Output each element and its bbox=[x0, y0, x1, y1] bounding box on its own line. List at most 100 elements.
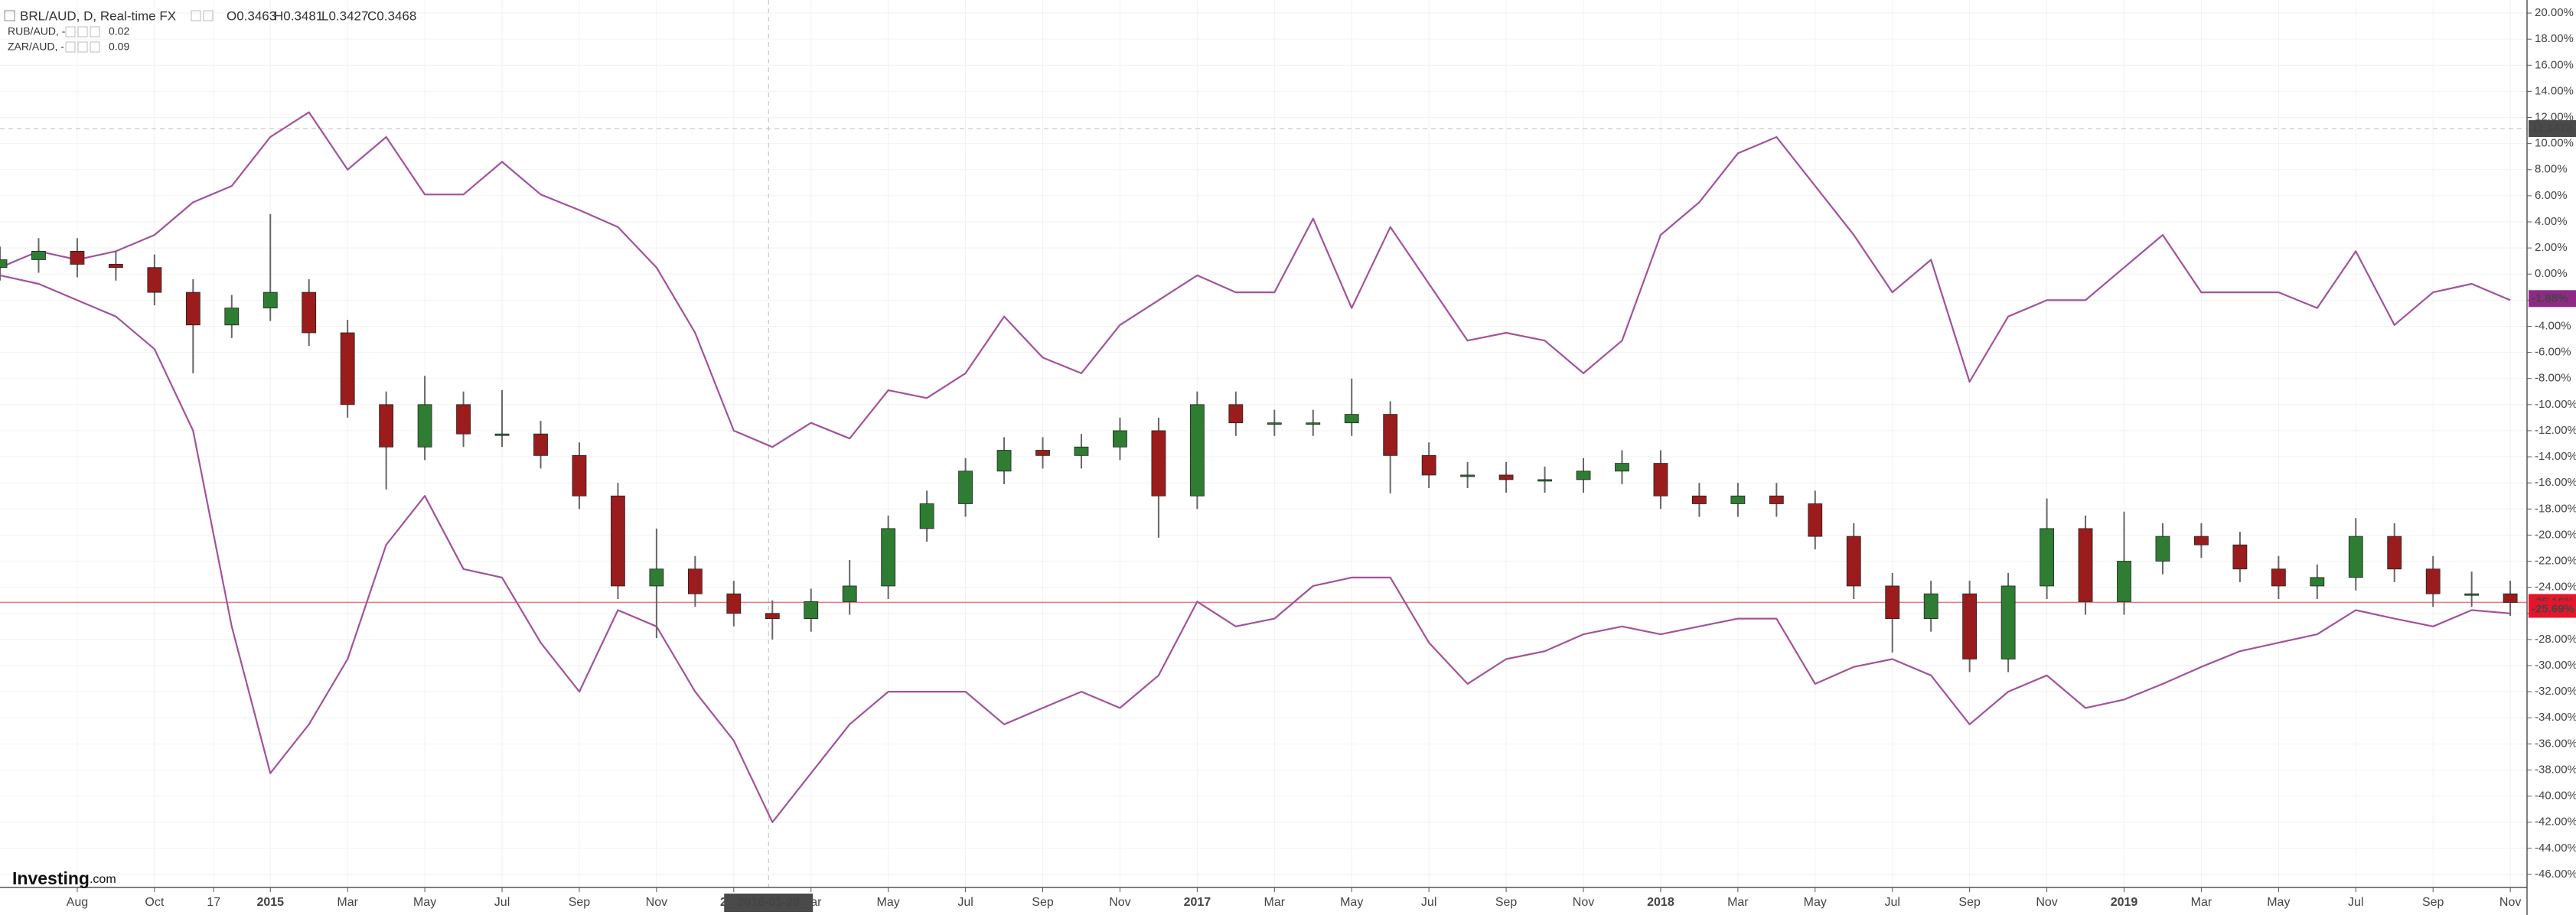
candle-body bbox=[70, 250, 85, 265]
candle-body bbox=[1885, 585, 1900, 619]
y-tick-label: 18.00% bbox=[2535, 32, 2574, 45]
candle-body bbox=[147, 267, 162, 293]
legend-button[interactable] bbox=[77, 26, 88, 37]
candle-body bbox=[417, 404, 432, 448]
candle-body bbox=[1460, 474, 1475, 477]
legend-button[interactable] bbox=[77, 41, 88, 53]
x-tick-label: May bbox=[2267, 896, 2290, 909]
crosshair-price-label: 11.1472 bbox=[2532, 122, 2572, 135]
y-tick-label: -42.00% bbox=[2535, 816, 2576, 829]
y-tick-label: -28.00% bbox=[2535, 633, 2576, 646]
candle-body bbox=[2503, 593, 2518, 603]
candle-body bbox=[1615, 463, 1629, 472]
candle-body bbox=[1113, 430, 1127, 448]
y-tick-label: -4.00% bbox=[2535, 319, 2571, 332]
candle-body bbox=[1228, 404, 1244, 424]
x-tick-label: Mar bbox=[1264, 896, 1286, 909]
y-tick-label: 10.00% bbox=[2535, 137, 2574, 150]
ohlc-high: H0.3481 bbox=[274, 8, 323, 23]
crosshair-date-label: 2016-01-28 bbox=[737, 896, 800, 909]
y-tick-label: -34.00% bbox=[2535, 711, 2576, 724]
y-tick-label: -46.00% bbox=[2535, 868, 2576, 881]
x-tick-label: Sep bbox=[569, 896, 591, 909]
x-tick-label: 17 bbox=[207, 896, 220, 909]
x-tick-label: Mar bbox=[1727, 896, 1749, 909]
y-tick-label: 2.00% bbox=[2535, 241, 2568, 254]
candle-body bbox=[2000, 585, 2016, 659]
candle-body bbox=[1074, 446, 1089, 456]
series-name: ZAR/AUD, - bbox=[8, 41, 64, 53]
y-tick-label: -32.00% bbox=[2535, 685, 2576, 698]
candle-body bbox=[456, 404, 471, 435]
x-tick-label: Jul bbox=[2348, 896, 2363, 909]
candle-body bbox=[2271, 568, 2286, 587]
candle-body bbox=[1691, 495, 1707, 504]
candle-body bbox=[842, 585, 857, 602]
x-tick-label: May bbox=[1804, 896, 1827, 909]
candle-body bbox=[1151, 430, 1166, 497]
candle-body bbox=[1962, 593, 1978, 659]
legend-button[interactable] bbox=[90, 26, 100, 37]
candle-body bbox=[1189, 404, 1205, 497]
y-tick-label: -10.00% bbox=[2535, 398, 2576, 411]
candle-body bbox=[340, 332, 355, 405]
last-value-label: -1.88% bbox=[2532, 291, 2568, 304]
x-tick-label: Mar bbox=[2191, 896, 2212, 909]
candle-body bbox=[765, 613, 780, 619]
candle-body bbox=[2310, 577, 2325, 587]
candle-body bbox=[185, 291, 201, 326]
candle-body bbox=[2117, 561, 2131, 602]
candle-body bbox=[687, 568, 703, 594]
crosshair-date-box bbox=[724, 894, 814, 912]
legend-button[interactable] bbox=[65, 41, 76, 53]
candle-body bbox=[996, 450, 1012, 472]
candle-body bbox=[533, 433, 548, 456]
x-tick-label: Sep bbox=[1495, 896, 1518, 909]
ohlc-low: L0.3427 bbox=[321, 8, 368, 23]
candle-body bbox=[31, 250, 46, 260]
x-tick-label: 2018 bbox=[1647, 896, 1674, 909]
y-tick-label: 6.00% bbox=[2535, 189, 2568, 202]
candle-body bbox=[1421, 454, 1436, 476]
candle-body bbox=[2232, 544, 2248, 570]
y-tick-label: -8.00% bbox=[2535, 372, 2571, 385]
y-tick-label: -6.00% bbox=[2535, 346, 2571, 359]
candle-body bbox=[2155, 536, 2170, 562]
candle-body bbox=[2040, 528, 2054, 587]
candle-body bbox=[1344, 414, 1359, 424]
candle-body bbox=[1808, 503, 1823, 537]
legend-button[interactable] bbox=[191, 10, 201, 21]
candle-body bbox=[958, 471, 973, 504]
x-tick-label: Aug bbox=[67, 896, 88, 909]
y-tick-label: 0.00% bbox=[2535, 267, 2568, 280]
x-tick-label: Nov bbox=[646, 896, 667, 909]
last-value-box bbox=[2529, 601, 2576, 618]
x-tick-label: Jul bbox=[957, 896, 973, 909]
ohlc-open: O0.3463 bbox=[227, 8, 276, 23]
legend-button[interactable] bbox=[90, 41, 100, 53]
y-tick-label: 14.00% bbox=[2535, 84, 2574, 97]
candle-body bbox=[1769, 495, 1784, 504]
candle-body bbox=[1576, 471, 1591, 480]
x-tick-label: 2015 bbox=[256, 896, 284, 909]
collapse-icon[interactable] bbox=[4, 10, 15, 21]
last-value-label: -25.69% bbox=[2532, 602, 2574, 615]
y-tick-label: 4.00% bbox=[2535, 215, 2568, 228]
candle-body bbox=[262, 291, 278, 308]
logo: Investing.com bbox=[12, 868, 116, 888]
legend-button[interactable] bbox=[65, 26, 76, 37]
series-value: 0.02 bbox=[109, 25, 129, 37]
candle-body bbox=[108, 264, 123, 269]
candle-body bbox=[2387, 536, 2402, 570]
candle-body bbox=[2078, 528, 2093, 602]
series-value: 0.09 bbox=[109, 41, 129, 53]
y-tick-label: -20.00% bbox=[2535, 528, 2576, 541]
y-tick-label: -36.00% bbox=[2535, 737, 2576, 750]
x-tick-label: May bbox=[877, 896, 900, 909]
main-symbol: BRL/AUD, D, Real-time FX bbox=[20, 8, 176, 23]
ohlc-close: C0.3468 bbox=[367, 8, 416, 23]
legend-button[interactable] bbox=[203, 10, 214, 21]
candle-body bbox=[1383, 414, 1398, 456]
candle-body bbox=[1846, 536, 1861, 587]
